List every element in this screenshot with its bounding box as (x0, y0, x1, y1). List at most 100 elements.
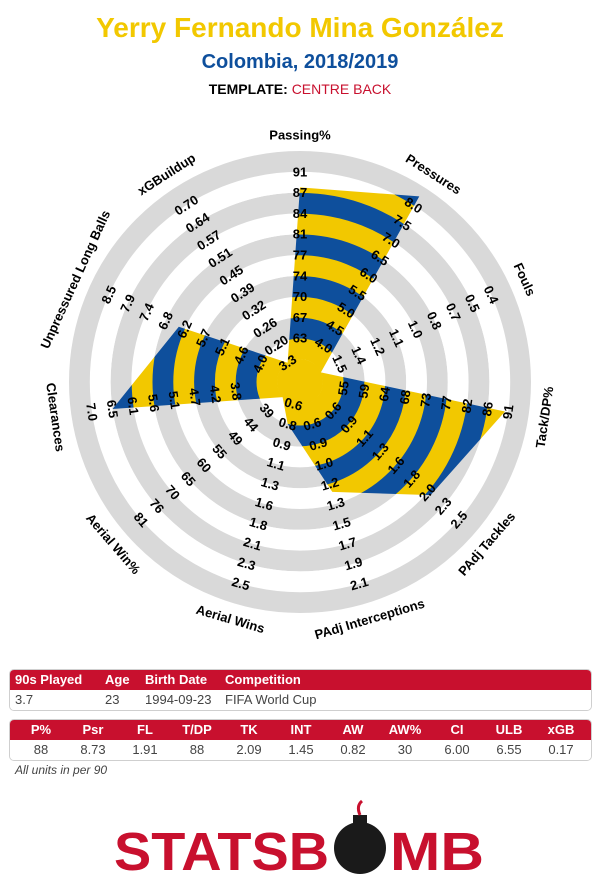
radar-tick-label: 7.9 (117, 292, 138, 315)
radar-tick-label: 7.4 (136, 300, 157, 323)
radar-tick-label: 0.9 (307, 434, 329, 453)
radar-tick-label: 5.1 (212, 335, 233, 358)
radar-tick-label: 1.4 (348, 344, 369, 367)
radar-tick-label: 63 (293, 331, 307, 346)
logo-text-left: STATSB (114, 822, 329, 878)
radar-tick-label: 77 (293, 248, 307, 263)
radar-ring (89, 171, 511, 593)
radar-tick-label: 1.3 (259, 474, 281, 493)
radar-tick-label: 0.8 (277, 414, 299, 433)
radar-center (277, 359, 323, 405)
radar-tick-label: 0.9 (271, 434, 293, 453)
template-value: CENTRE BACK (291, 81, 392, 97)
stats-value-cell: 88 (33, 742, 49, 757)
stats-table-header: P% Psr FL T/DP TK INT AW AW% CI ULB xGB (10, 720, 591, 740)
radar-tick-label: 1.0 (405, 318, 426, 341)
stats-value-cell: 2.09 (236, 742, 262, 757)
stats-header-cell: P% (30, 722, 52, 737)
stats-header-cell: AW (342, 722, 364, 737)
radar-metric-label: Passing% (269, 128, 331, 143)
radar-tick-label: 0.8 (424, 309, 445, 332)
radar-tick-label: 0.5 (462, 292, 483, 315)
info-value-competition: FIFA World Cup (225, 692, 317, 707)
stats-header-cell: CI (450, 722, 464, 737)
stats-header-cell: xGB (547, 722, 575, 737)
info-table-header: 90s Played Age Birth Date Competition (10, 670, 591, 690)
radar-tick-label: 91 (293, 164, 307, 179)
units-note: All units in per 90 (15, 763, 108, 777)
template-line: TEMPLATE: CENTRE BACK (0, 81, 600, 97)
info-header-competition: Competition (225, 672, 301, 687)
stats-table: P% Psr FL T/DP TK INT AW AW% CI ULB xGB 88 8.73 1.91… (9, 719, 592, 761)
radar-ring (68, 150, 532, 614)
radar-tick-label: 1.1 (265, 454, 287, 473)
stats-value-cell: 6.55 (496, 742, 522, 757)
radar-tick-label: 3.8 (227, 381, 244, 401)
radar-tick-label: 2.1 (242, 534, 264, 553)
stats-header-cell: AW% (388, 722, 422, 737)
radar-tick-label: 4.6 (231, 344, 252, 367)
info-value-age: 23 (105, 692, 120, 707)
radar-value-band (255, 337, 345, 427)
radar-chart: 6367707477818487914.04.55.05.56.06.57.07… (37, 128, 557, 643)
radar-tick-label: 2.3 (236, 554, 258, 573)
info-value-birth-date: 1994-09-23 (145, 692, 212, 707)
info-value-90s: 3.7 (15, 692, 34, 707)
radar-tick-label: 7.0 (83, 402, 100, 422)
radar-tick-label: 82 (458, 398, 475, 414)
stats-header-cell: TK (240, 722, 258, 737)
radar-tick-label: 73 (417, 392, 434, 408)
radar-tick-label: 81 (293, 227, 307, 242)
radar-tick-label: 1.0 (313, 454, 335, 473)
radar-tick-label: 64 (376, 385, 393, 402)
stats-header-cell: INT (290, 722, 312, 737)
radar-tick-label: 1.2 (319, 474, 341, 493)
radar-tick-label: 84 (293, 206, 308, 221)
radar-tick-label: 8.5 (98, 283, 119, 306)
stats-value-cell: 1.45 (288, 742, 314, 757)
stats-value-cell: 0.82 (340, 742, 366, 757)
radar-tick-label: 0.7 (443, 301, 464, 324)
radar-tick-label: 5.1 (166, 390, 183, 410)
team-season: Colombia, 2018/2019 (201, 51, 399, 73)
radar-tick-label: 86 (479, 401, 496, 417)
stats-value-cell: 0.17 (548, 742, 574, 757)
stats-header-cell: ULB (495, 722, 523, 737)
radar-tick-label: 6.2 (174, 318, 195, 341)
stats-value-cell: 1.91 (132, 742, 158, 757)
template-label: TEMPLATE: (208, 81, 288, 97)
radar-tick-label: 6.8 (155, 309, 176, 332)
stats-header-cell: T/DP (182, 722, 212, 737)
radar-metric-label: Tack/DP% (533, 385, 557, 449)
radar-tick-label: 1.3 (325, 494, 347, 513)
stats-value-cell: 6.00 (444, 742, 470, 757)
radar-tick-label: 2.1 (348, 574, 370, 593)
stats-value-cell: 30 (397, 742, 413, 757)
radar-tick-label: 4.0 (250, 352, 271, 375)
stats-table-row: 88 8.73 1.91 88 2.09 1.45 0.82 30 6.00 6.55 0.17 (10, 740, 591, 760)
radar-tick-label: 5.7 (193, 327, 214, 350)
radar-tick-label: 0.4 (481, 283, 502, 306)
radar-tick-label: 1.1 (386, 327, 407, 350)
radar-metric-label: Fouls (511, 261, 539, 299)
radar-tick-label: 1.5 (331, 514, 353, 533)
radar-tick-label: 55 (335, 380, 352, 396)
radar-tick-label: 59 (355, 383, 372, 399)
radar-tick-label: 1.5 (329, 352, 350, 375)
radar-tick-label: 0.6 (283, 394, 305, 413)
bomb-icon (334, 799, 386, 874)
info-header-90s: 90s Played (15, 672, 83, 687)
info-header-age: Age (105, 672, 130, 687)
radar-tick-label: 67 (293, 310, 307, 325)
radar-tick-label: 87 (293, 185, 307, 200)
info-table-row: 3.7 23 1994-09-23 FIFA World Cup (10, 690, 591, 710)
radar-tick-label: 70 (293, 289, 307, 304)
stats-header-cell: FL (137, 722, 153, 737)
radar-tick-label: 2.5 (230, 574, 252, 593)
radar-tick-label: 0.6 (302, 414, 324, 433)
radar-tick-label: 1.2 (367, 335, 388, 358)
radar-tick-label: 6.5 (104, 399, 121, 419)
radar-tick-label: 1.8 (248, 514, 270, 533)
radar-tick-label: 91 (500, 404, 517, 420)
radar-tick-label: 1.7 (337, 534, 359, 553)
